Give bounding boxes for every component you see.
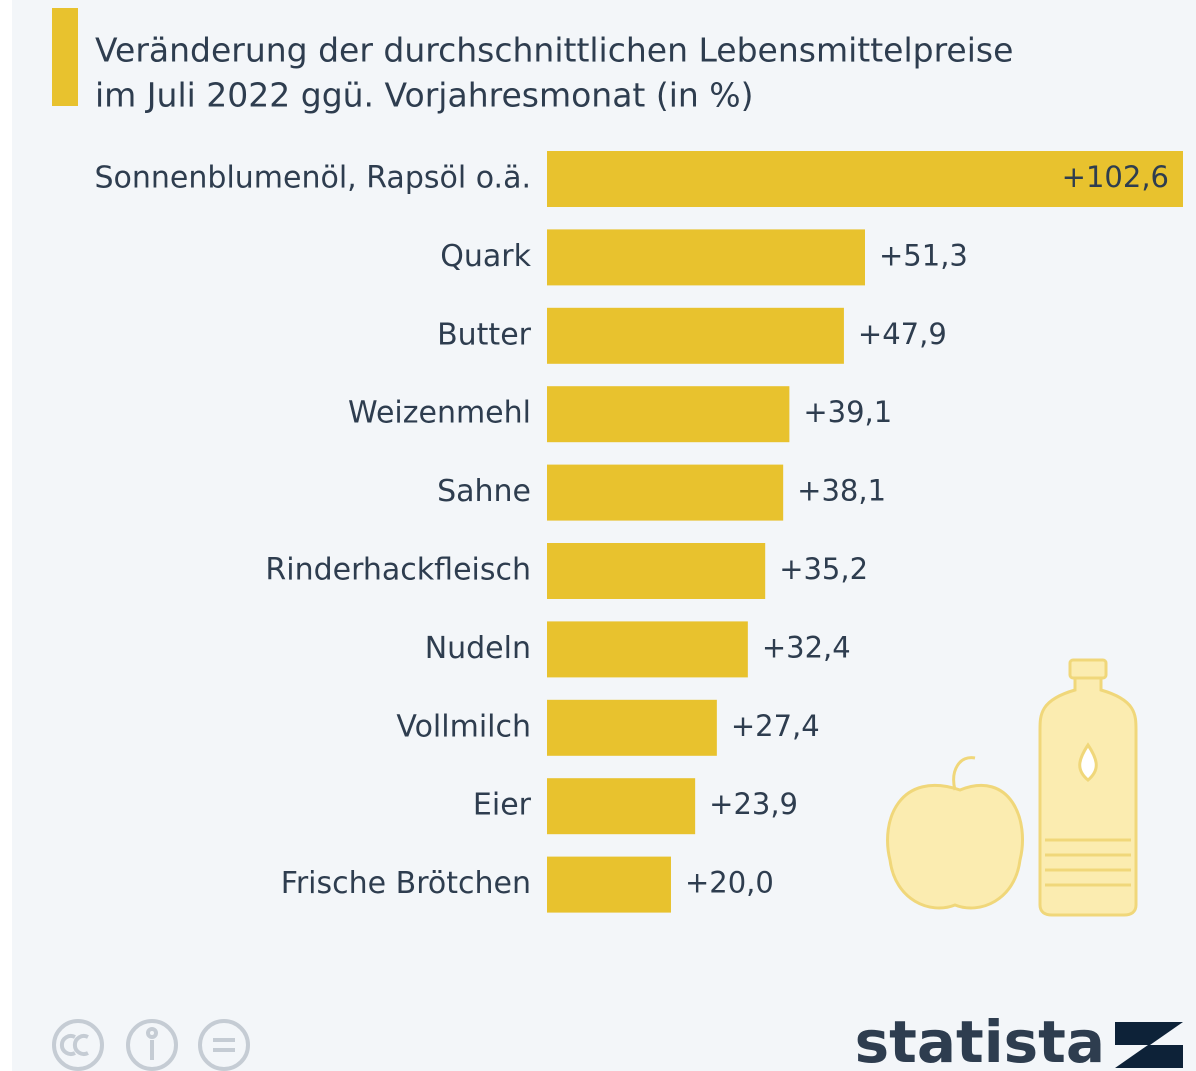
value-label: +32,4 [762,630,851,664]
category-label: Weizenmehl [348,396,531,431]
value-label: +35,2 [779,552,868,586]
bar [547,386,789,442]
category-label: Sahne [437,474,531,509]
brand-mark [1115,1022,1183,1068]
category-label: Sonnenblumenöl, Rapsöl o.ä. [95,161,532,196]
bar [547,857,671,913]
value-label: +47,9 [858,317,947,351]
value-label: +23,9 [709,787,798,821]
category-label: Frische Brötchen [281,866,531,901]
value-label: +38,1 [797,474,886,508]
chart-title: im Juli 2022 ggü. Vorjahresmonat (in %) [95,76,754,115]
title-accent [52,8,78,106]
bar [547,700,717,756]
category-label: Nudeln [425,631,531,666]
bar [547,778,695,834]
bar [547,465,783,521]
category-label: Eier [473,788,532,823]
chart-title: Veränderung der durchschnittlichen Leben… [95,31,1013,70]
value-label: +27,4 [731,709,820,743]
value-label: +102,6 [1062,160,1169,194]
page: Veränderung der durchschnittlichen Leben… [0,0,1196,1071]
value-label: +51,3 [879,238,968,272]
category-label: Vollmilch [396,709,531,744]
category-label: Butter [437,317,532,352]
brand-logo: statista [855,1008,1105,1071]
category-label: Quark [440,239,531,274]
bar [547,621,748,677]
bar [547,543,765,599]
bar [547,229,865,285]
value-label: +39,1 [803,395,892,429]
value-label: +20,0 [685,866,774,900]
chart: Veränderung der durchschnittlichen Leben… [0,0,1196,1071]
category-label: Rinderhackfleisch [265,553,531,588]
bar [547,308,844,364]
